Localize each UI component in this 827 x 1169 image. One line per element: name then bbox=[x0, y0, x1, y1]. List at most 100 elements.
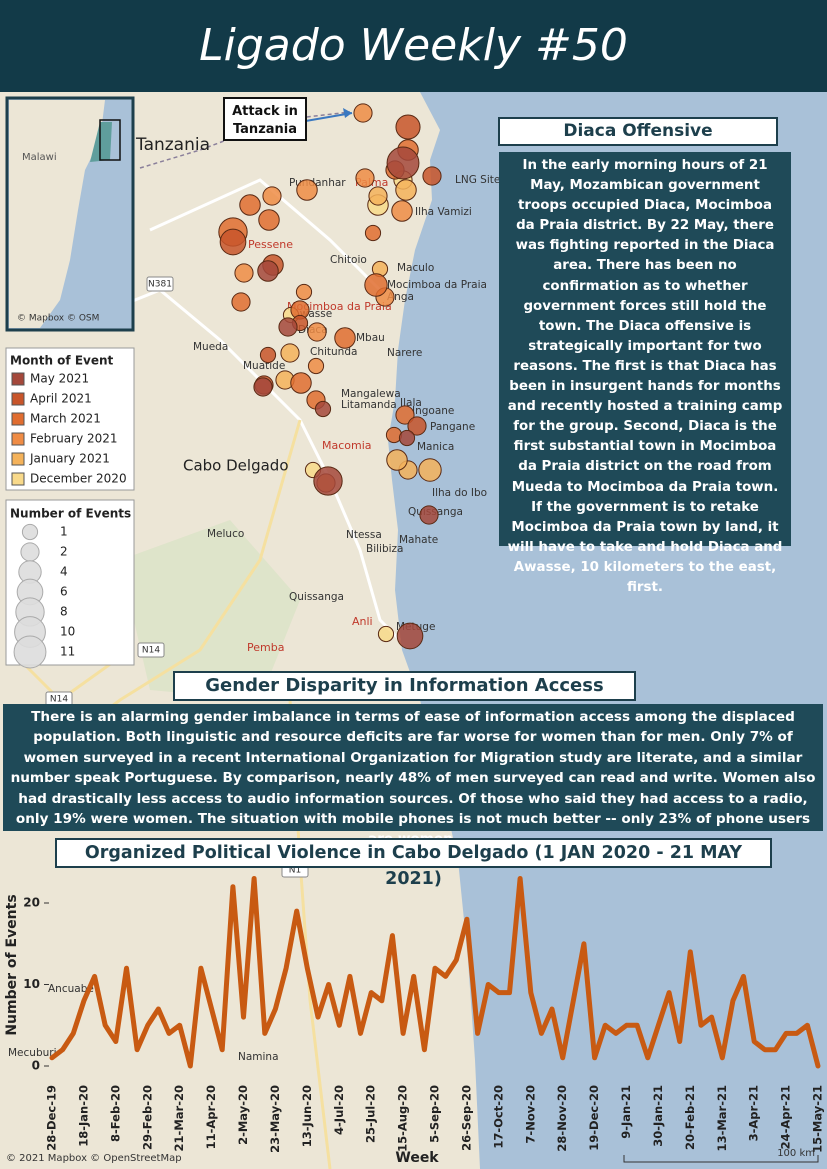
legend-label: May 2021 bbox=[30, 372, 89, 386]
section-text: In the early morning hours of 21 May, Mo… bbox=[499, 152, 791, 595]
place-label: Cabo Delgado bbox=[183, 457, 289, 475]
inset-region bbox=[90, 122, 112, 162]
x-tick-label: 26-Sep-20 bbox=[459, 1085, 473, 1151]
place-label: Narere bbox=[387, 347, 422, 359]
event bbox=[395, 179, 417, 201]
place-label: Ntessa bbox=[346, 529, 382, 541]
x-tick-label: 23-May-20 bbox=[268, 1085, 282, 1153]
event bbox=[386, 449, 408, 471]
event bbox=[364, 224, 382, 242]
place-label: Mocimboa da Praia bbox=[287, 300, 392, 313]
inset-frame bbox=[99, 119, 121, 161]
road-label: N14 bbox=[50, 695, 68, 705]
event bbox=[307, 357, 325, 375]
legend-label: 2 bbox=[60, 545, 68, 559]
y-tick-label: 0 bbox=[32, 1059, 40, 1073]
section-text: There is an alarming gender imbalance in… bbox=[3, 704, 823, 847]
place-label: Mueda bbox=[193, 341, 228, 353]
event bbox=[419, 505, 439, 525]
event bbox=[296, 179, 318, 201]
event bbox=[398, 429, 416, 447]
x-tick-label: 24-Apr-21 bbox=[779, 1085, 793, 1149]
x-tick-label: 4-Jul-20 bbox=[332, 1085, 346, 1135]
legend-swatch bbox=[11, 392, 25, 406]
event bbox=[295, 283, 313, 301]
x-tick-label: 3-Apr-21 bbox=[747, 1085, 761, 1141]
legend-label: February 2021 bbox=[30, 432, 118, 446]
section-title: Gender Disparity in Information Access bbox=[173, 671, 636, 701]
legend-label: 11 bbox=[60, 645, 75, 659]
place-label: Pangane bbox=[430, 421, 475, 433]
inset-land bbox=[9, 100, 105, 328]
legend-label: 10 bbox=[60, 625, 75, 639]
x-tick-label: 25-Jul-20 bbox=[364, 1085, 378, 1143]
event bbox=[290, 372, 312, 394]
place-label: Chitoio bbox=[330, 254, 367, 266]
inset-label: Malawi bbox=[22, 152, 57, 163]
event bbox=[278, 317, 298, 337]
annotation: Attack in Tanzania bbox=[232, 104, 298, 137]
x-tick-label: 13-Mar-21 bbox=[715, 1085, 729, 1151]
map-credit: © 2021 Mapbox © OpenStreetMap bbox=[6, 1153, 182, 1164]
event bbox=[395, 114, 421, 140]
x-tick-label: 11-Apr-20 bbox=[204, 1085, 218, 1149]
event bbox=[353, 103, 373, 123]
x-tick-label: 19-Dec-20 bbox=[587, 1085, 601, 1151]
arrow bbox=[299, 112, 353, 123]
x-tick-label: 20-Feb-21 bbox=[683, 1085, 697, 1150]
place-label: Mocimboa da Praia bbox=[387, 279, 487, 291]
place-label: Litamanda bbox=[341, 399, 397, 411]
place-label: Mecuburi bbox=[8, 1047, 57, 1059]
road-shield bbox=[146, 276, 174, 292]
place-label: LNG Site bbox=[455, 174, 500, 186]
section-title: Diaca Offensive bbox=[498, 117, 778, 146]
event bbox=[257, 260, 279, 282]
x-tick-label: 29-Feb-20 bbox=[140, 1085, 154, 1150]
place-label: Ancuabe bbox=[48, 983, 94, 995]
x-tick-label: 13-Jun-20 bbox=[300, 1085, 314, 1147]
x-tick-label: 28-Dec-19 bbox=[45, 1085, 59, 1151]
legend-swatch bbox=[11, 472, 25, 486]
event bbox=[422, 166, 442, 186]
place-label: Chitunda bbox=[310, 346, 357, 358]
legend-size bbox=[21, 523, 39, 541]
x-tick-label: 15-May-21 bbox=[811, 1085, 825, 1153]
event bbox=[258, 209, 280, 231]
legend-label: March 2021 bbox=[30, 412, 101, 426]
line bbox=[49, 876, 821, 1069]
x-tick-label: 28-Nov-20 bbox=[555, 1085, 569, 1152]
annotation-box bbox=[223, 97, 307, 141]
scale-bar bbox=[623, 1155, 819, 1163]
legend-label: 4 bbox=[60, 565, 68, 579]
event bbox=[391, 200, 413, 222]
road bbox=[149, 178, 382, 292]
legend-title: Number of Events bbox=[10, 507, 131, 521]
y-tick-label: 10 bbox=[23, 977, 40, 991]
x-tick-label: 7-Nov-20 bbox=[523, 1085, 537, 1144]
y-axis-label: Number of Events bbox=[4, 894, 20, 1035]
place-label: Bilibiza bbox=[366, 543, 403, 555]
legend-label: 8 bbox=[60, 605, 68, 619]
event bbox=[396, 622, 424, 650]
place-label: Anli bbox=[352, 615, 373, 628]
legend-size bbox=[20, 542, 40, 562]
event bbox=[259, 346, 277, 364]
page-title: Ligado Weekly #50 bbox=[199, 20, 628, 71]
legend-label: April 2021 bbox=[30, 392, 92, 406]
x-tick-label: 17-Oct-20 bbox=[491, 1085, 505, 1149]
event bbox=[313, 466, 343, 496]
place-label: Maculo bbox=[397, 262, 434, 274]
x-tick-label: 21-Mar-20 bbox=[172, 1085, 186, 1151]
place-label: Macomia bbox=[322, 439, 372, 452]
place-label: Quissanga bbox=[289, 591, 344, 603]
event bbox=[231, 292, 251, 312]
chart-title: Organized Political Violence in Cabo Del… bbox=[55, 838, 772, 889]
place-label: Mahate bbox=[399, 534, 438, 546]
legend-label: January 2021 bbox=[29, 452, 110, 466]
place-label: Ilha Vamizi bbox=[415, 206, 472, 218]
event bbox=[280, 343, 300, 363]
legend-label: December 2020 bbox=[30, 472, 127, 486]
x-tick-label: 5-Sep-20 bbox=[428, 1085, 442, 1143]
x-tick-label: 8-Feb-20 bbox=[108, 1085, 122, 1142]
